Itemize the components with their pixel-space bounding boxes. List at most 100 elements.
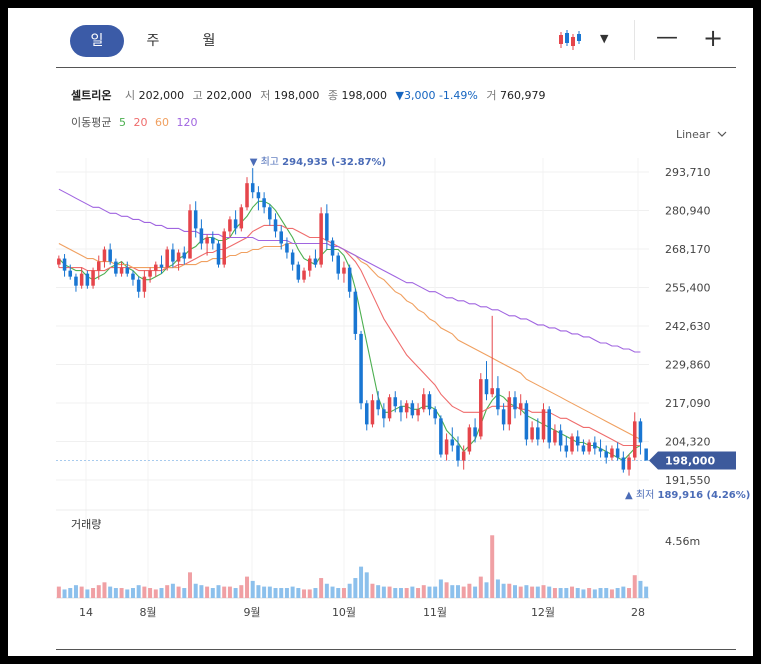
volume-bar [130, 588, 135, 598]
candle-body [233, 219, 238, 229]
footer-divider [56, 649, 736, 650]
volume-bar [245, 576, 250, 598]
candle-body [593, 442, 597, 449]
volume-bar [193, 583, 198, 598]
volume-bar [638, 580, 643, 598]
candle-body [262, 198, 266, 208]
volume-bar [473, 586, 478, 598]
candle-body [85, 273, 90, 286]
candle-body [102, 249, 107, 262]
candle-body [490, 388, 494, 395]
candle-body [79, 273, 84, 286]
ma120-line [58, 188, 641, 353]
time-tick-label: 12월 [531, 606, 555, 619]
volume-bar [153, 589, 158, 598]
candle-body [410, 403, 415, 416]
volume-bar [239, 585, 244, 598]
volume-bar [353, 578, 358, 598]
time-tick-label: 9월 [243, 606, 260, 619]
candle-body [285, 243, 289, 253]
volume-bar [364, 572, 369, 598]
ma5-line [58, 200, 641, 462]
volume-bars [56, 535, 649, 598]
zoom-out-button[interactable]: — [656, 25, 678, 50]
volume-bar [319, 578, 324, 598]
scale-dropdown[interactable]: Linear [676, 128, 727, 141]
candle-body [467, 427, 472, 452]
candle-body [507, 397, 512, 425]
moving-average-lines [58, 188, 641, 462]
candle-body [165, 249, 169, 268]
candle-body [404, 403, 409, 413]
volume-bar [478, 576, 483, 598]
volume-bar [279, 588, 284, 598]
candle-body [307, 258, 312, 271]
zoom-in-button[interactable]: + [702, 24, 724, 52]
candle-body [610, 448, 614, 458]
candle-body [279, 231, 283, 244]
volume-tick-label: 4.56m [665, 535, 700, 548]
change-text: 3,000 -1.49% [403, 89, 478, 102]
volume-bar [73, 585, 78, 598]
candle-body [359, 333, 363, 404]
low-annotation-value: 189,916 (4.26%) [657, 490, 750, 501]
tab-monthly[interactable]: 월 [202, 33, 216, 49]
volume-bar [205, 586, 210, 598]
candle-body [74, 276, 78, 286]
tab-daily[interactable]: 일 [70, 25, 124, 57]
moving-average-legend: 이동평균 5 20 60 120 [71, 114, 201, 130]
price-chart[interactable]: 293,710 280,940 268,170 255,400 242,630 229,8… [8, 8, 753, 656]
candle-body [518, 403, 523, 410]
volume-bar [387, 586, 392, 598]
chevron-down-icon: ▼ [600, 32, 609, 45]
volume-bar [524, 585, 529, 598]
candle-body [228, 219, 232, 232]
volume-bar [256, 585, 261, 598]
candle-body [353, 291, 358, 334]
volume-bar [627, 588, 632, 598]
volume-bar [341, 588, 346, 598]
chart-type-dropdown[interactable]: ▼ [547, 26, 617, 54]
candle-body [256, 192, 261, 199]
grid [56, 158, 649, 599]
candle-body [216, 243, 221, 265]
stock-name: 셀트리온 [71, 89, 112, 102]
scale-label: Linear [676, 128, 711, 141]
candle-body [433, 409, 437, 419]
volume-bar [495, 579, 500, 598]
volume-bar [273, 588, 278, 598]
ma-5-label: 5 [118, 116, 126, 129]
candle-body [427, 394, 432, 410]
time-tick-label: 28 [631, 606, 645, 619]
high-label: 고 [192, 89, 203, 102]
volume-bar [604, 588, 609, 598]
candle-body [159, 264, 164, 268]
volume-bar [79, 586, 84, 598]
volume-bar [450, 585, 455, 598]
candle-body [496, 388, 500, 410]
candle-body [621, 457, 626, 470]
high-annotation-value: 294,935 (-32.87%) [282, 157, 386, 168]
candle-body [211, 237, 215, 244]
candle-body [553, 430, 557, 443]
candle-body [387, 397, 392, 419]
candle-body [627, 457, 631, 470]
tab-weekly[interactable]: 주 [146, 33, 160, 49]
candle-body [638, 421, 643, 443]
volume-value: 760,979 [499, 89, 546, 102]
volume-bar [62, 589, 67, 598]
volume-bar [513, 585, 518, 598]
volume-bar [148, 588, 153, 598]
candle-body [142, 276, 147, 292]
candle-body [393, 397, 398, 407]
candle-body [57, 258, 61, 265]
volume-bar [564, 588, 569, 598]
candle-body [598, 448, 603, 452]
candle-body [273, 219, 278, 232]
price-tick-label: 242,630 [665, 320, 711, 333]
volume-bar [455, 585, 460, 598]
candle-body [541, 409, 546, 440]
chart-panel: 일 주 월 ▼ — + 셀트리온 시 202,000 고 202,000 저 1… [8, 8, 753, 656]
candle-body [370, 400, 375, 425]
candle-body [193, 210, 198, 229]
